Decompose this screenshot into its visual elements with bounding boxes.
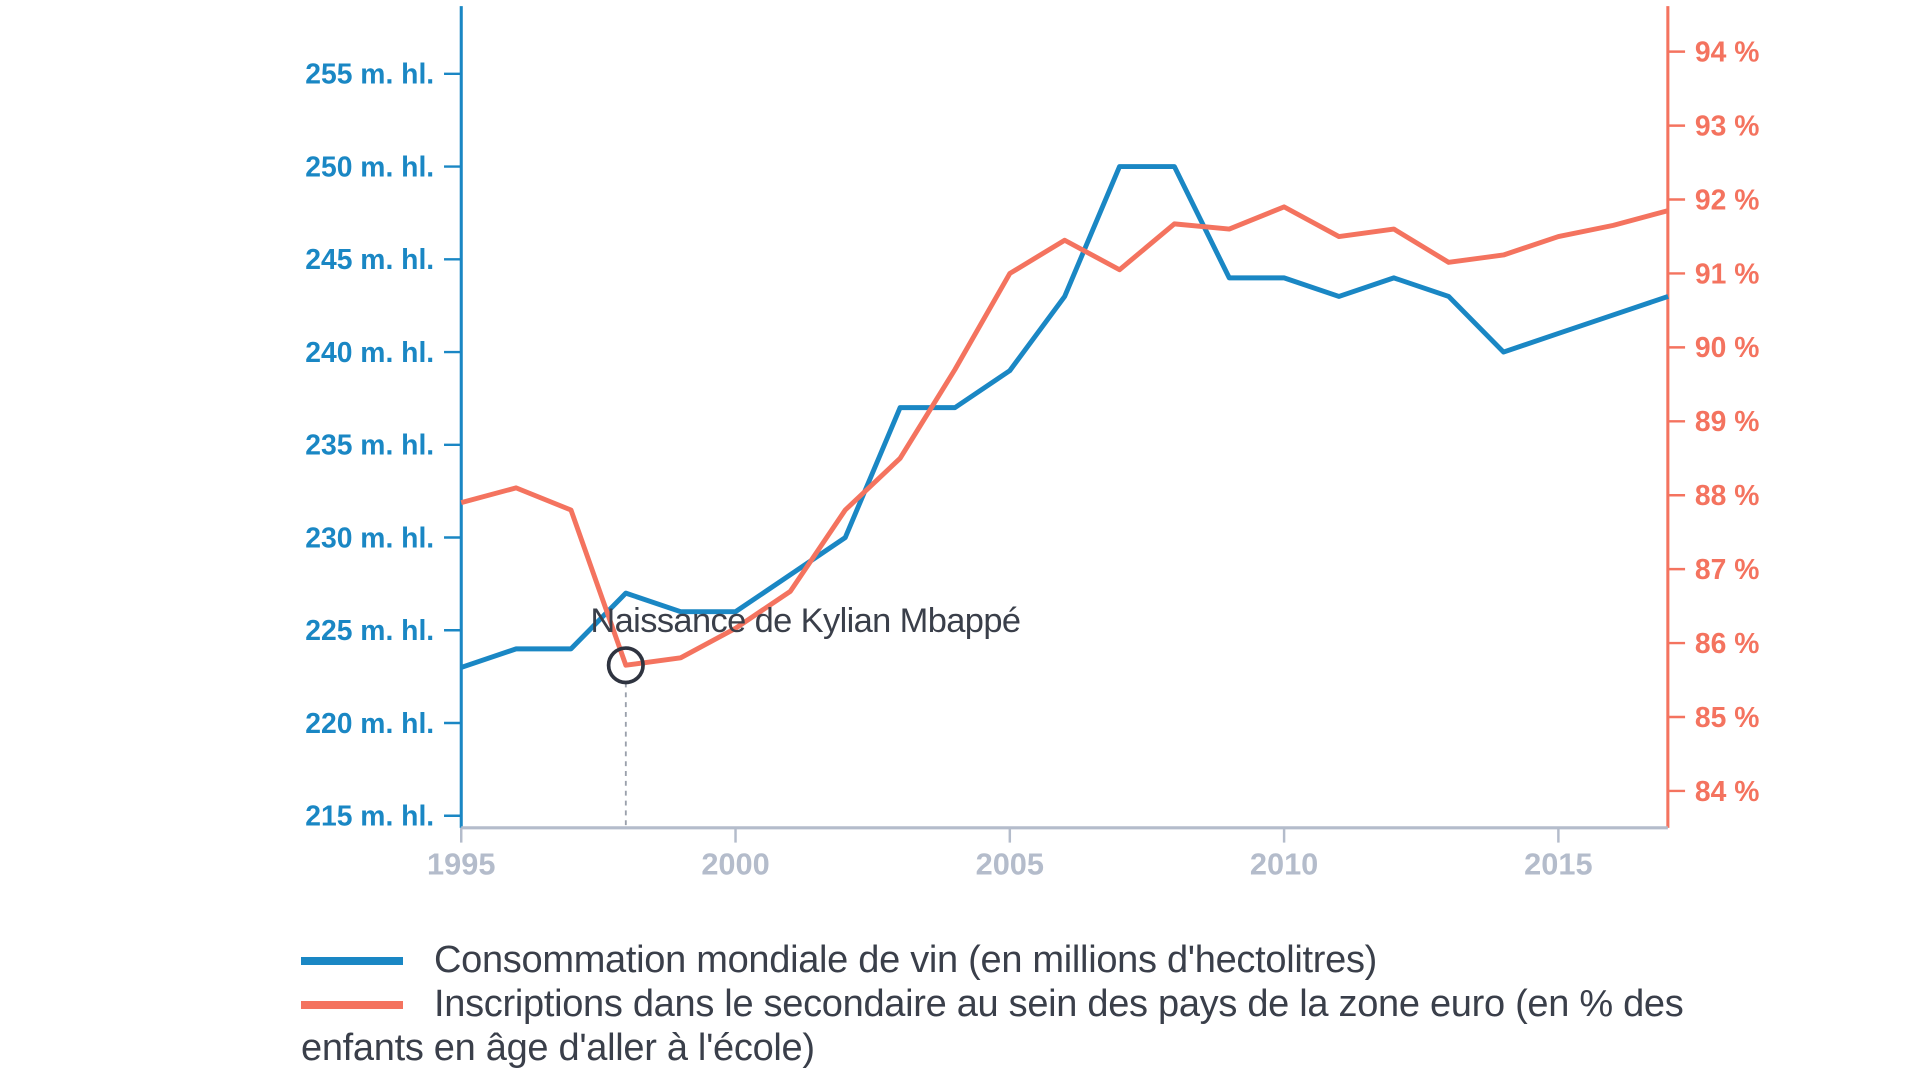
legend-label-wine: Consommation mondiale de vin (en million…: [434, 939, 1377, 981]
axes: 215 m. hl. 220 m. hl. 225 m. hl. 230 m. hl.…: [305, 6, 1759, 882]
right-tick-label: 91 %: [1695, 257, 1759, 289]
right-tick-label: 87 %: [1695, 553, 1759, 585]
right-tick-label: 92 %: [1695, 183, 1759, 215]
legend-item-wine: Consommation mondiale de vin (en million…: [301, 938, 1771, 982]
right-tick-label: 90 %: [1695, 331, 1759, 363]
left-tick-label: 235 m. hl.: [305, 429, 434, 461]
x-tick-label: 2005: [976, 847, 1044, 882]
legend-swatch-enrollment: [301, 1001, 403, 1009]
left-tick-label: 255 m. hl.: [305, 58, 434, 90]
right-tick-label: 93 %: [1695, 109, 1759, 141]
x-tick-label: 2015: [1524, 847, 1592, 882]
left-tick-label: 225 m. hl.: [305, 614, 434, 646]
x-tick-label: 2010: [1250, 847, 1318, 882]
right-tick-label: 85 %: [1695, 701, 1759, 733]
right-tick-label: 88 %: [1695, 479, 1759, 511]
annotation-label: Naissance de Kylian Mbappé: [590, 602, 1020, 640]
left-tick-label: 245 m. hl.: [305, 243, 434, 275]
left-tick-label: 230 m. hl.: [305, 521, 434, 553]
right-tick-label: 84 %: [1695, 775, 1759, 807]
left-tick-label: 220 m. hl.: [305, 707, 434, 739]
annotation-marker: [606, 646, 645, 685]
left-tick-label: 215 m. hl.: [305, 800, 434, 832]
legend-item-enrollment: Inscriptions dans le secondaire au sein …: [301, 982, 1771, 1070]
enrollment-line: [460, 204, 1669, 668]
annotation: Naissance de Kylian Mbappé: [590, 602, 1021, 828]
legend-swatch-wine: [301, 957, 403, 965]
legend: Consommation mondiale de vin (en million…: [301, 938, 1771, 1070]
series-lines: [460, 164, 1669, 670]
x-tick-label: 1995: [427, 847, 495, 882]
right-tick-label: 94 %: [1695, 36, 1759, 68]
left-tick-label: 250 m. hl.: [305, 150, 434, 182]
right-tick-label: 86 %: [1695, 627, 1759, 659]
left-tick-label: 240 m. hl.: [305, 336, 434, 368]
legend-label-enrollment: Inscriptions dans le secondaire au sein …: [301, 983, 1684, 1069]
x-tick-label: 2000: [701, 847, 769, 882]
wine-consumption-line: [460, 164, 1669, 670]
right-tick-label: 89 %: [1695, 405, 1759, 437]
